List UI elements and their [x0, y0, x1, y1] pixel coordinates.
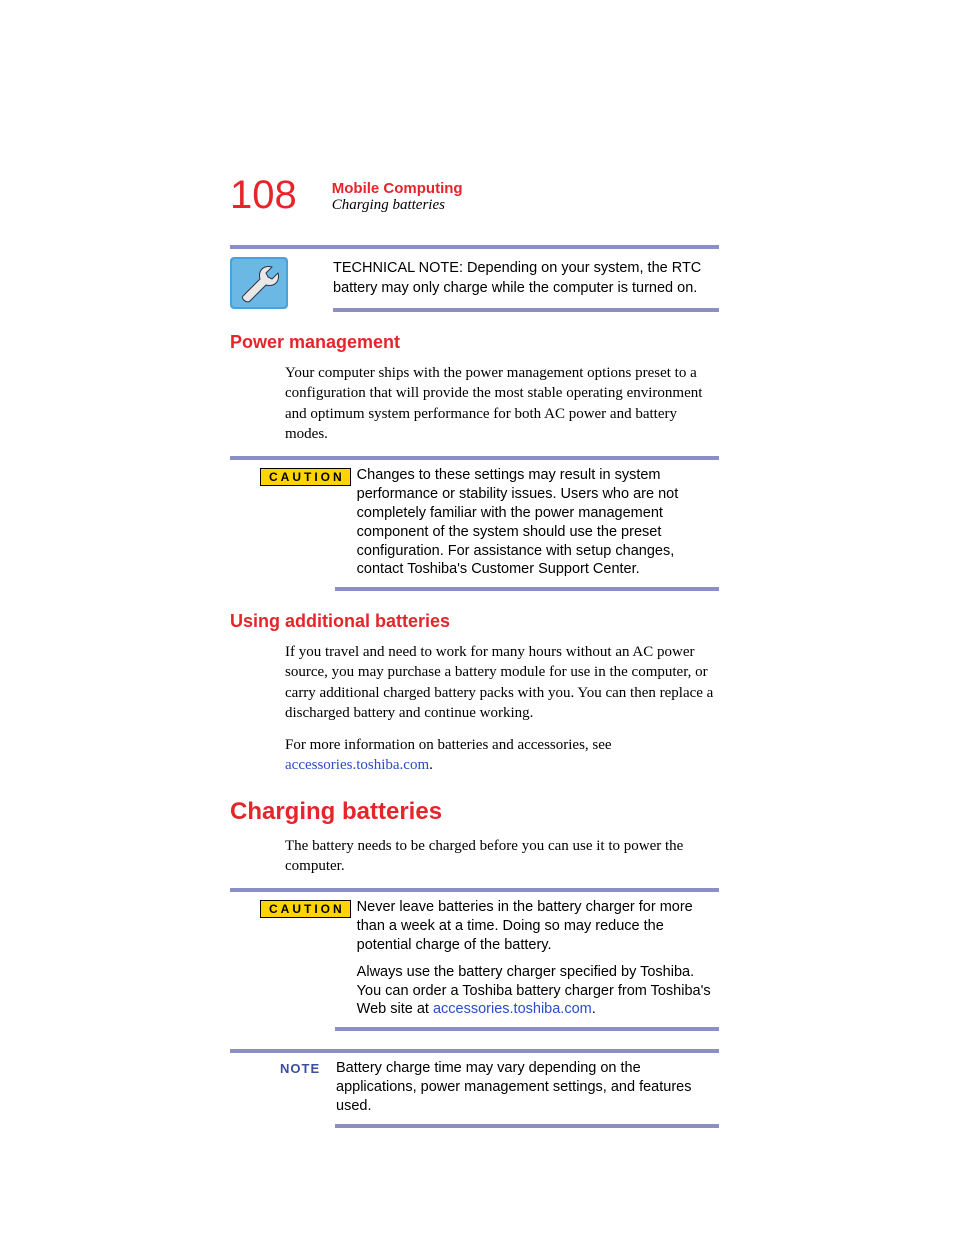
caution-block: CAUTION Changes to these settings may re… [230, 456, 719, 591]
caution-text: Changes to these settings may result in … [357, 466, 719, 579]
technical-note-block: TECHNICAL NOTE: Depending on your system… [230, 249, 719, 312]
body-text: If you travel and need to work for many … [285, 642, 719, 723]
body-text: For more information on batteries and ac… [285, 735, 719, 776]
text-fragment: For more information on batteries and ac… [285, 737, 612, 753]
page-number: 108 [230, 175, 297, 215]
heading-charging-batteries: Charging batteries [230, 798, 719, 826]
caution-block: CAUTION Never leave batteries in the bat… [230, 888, 719, 1031]
divider [335, 1124, 719, 1128]
caution-badge: CAUTION [260, 900, 351, 918]
accessories-link[interactable]: accessories.toshiba.com [285, 757, 429, 773]
divider [335, 587, 719, 591]
note-text: Battery charge time may vary depending o… [336, 1059, 719, 1116]
page-header: 108 Mobile Computing Charging batteries [230, 175, 719, 215]
accessories-link[interactable]: accessories.toshiba.com [433, 1001, 592, 1017]
caution-text: Always use the battery charger specified… [357, 963, 719, 1020]
header-titles: Mobile Computing Charging batteries [332, 175, 463, 214]
body-text: Your computer ships with the power manag… [285, 363, 719, 444]
caution-text: Never leave batteries in the battery cha… [357, 898, 719, 955]
heading-additional-batteries: Using additional batteries [230, 611, 719, 632]
text-fragment: . [592, 1001, 596, 1017]
technical-note-text: TECHNICAL NOTE: Depending on your system… [333, 249, 719, 308]
text-fragment: . [429, 757, 433, 773]
technical-note-content: TECHNICAL NOTE: Depending on your system… [333, 249, 719, 312]
wrench-icon [230, 257, 288, 309]
heading-power-management: Power management [230, 332, 719, 353]
note-badge: NOTE [280, 1061, 330, 1076]
note-block: NOTE Battery charge time may vary depend… [230, 1049, 719, 1128]
divider [335, 1027, 719, 1031]
body-text: The battery needs to be charged before y… [285, 836, 719, 877]
chapter-title: Mobile Computing [332, 180, 463, 197]
section-subtitle: Charging batteries [332, 197, 463, 214]
divider [333, 308, 719, 312]
caution-badge: CAUTION [260, 468, 351, 486]
document-page: 108 Mobile Computing Charging batteries … [0, 0, 954, 1228]
